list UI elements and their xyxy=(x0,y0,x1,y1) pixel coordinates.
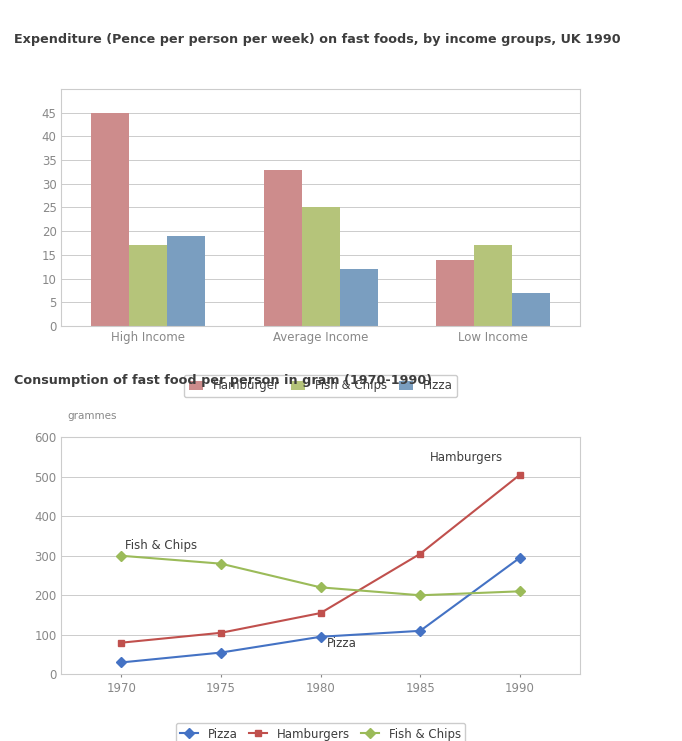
Legend: Hamburger, Fish & Chips, Pizza: Hamburger, Fish & Chips, Pizza xyxy=(184,375,457,397)
Text: Hamburgers: Hamburgers xyxy=(430,451,503,464)
Bar xyxy=(436,259,474,326)
Bar xyxy=(340,269,378,326)
Hamburgers xyxy=(117,638,125,647)
Fish & Chips xyxy=(516,587,524,596)
Line: Fish & Chips: Fish & Chips xyxy=(118,552,523,599)
Pizza xyxy=(416,626,424,635)
Text: grammes: grammes xyxy=(68,411,117,422)
Text: Pizza: Pizza xyxy=(327,637,357,651)
Line: Pizza: Pizza xyxy=(118,554,523,666)
Hamburgers xyxy=(416,549,424,558)
Pizza xyxy=(117,658,125,667)
Bar xyxy=(512,293,550,326)
Hamburgers xyxy=(516,471,524,479)
Fish & Chips xyxy=(416,591,424,599)
Legend: Pizza, Hamburgers, Fish & Chips: Pizza, Hamburgers, Fish & Chips xyxy=(176,723,465,741)
Text: Fish & Chips: Fish & Chips xyxy=(125,539,197,551)
Hamburgers xyxy=(217,628,225,637)
Text: Consumption of fast food per person in gram (1970-1990): Consumption of fast food per person in g… xyxy=(14,374,432,388)
Bar xyxy=(129,245,167,326)
Bar xyxy=(301,207,340,326)
Fish & Chips xyxy=(117,551,125,560)
Line: Hamburgers: Hamburgers xyxy=(118,471,523,646)
Bar xyxy=(263,170,301,326)
Hamburgers xyxy=(316,608,325,617)
Pizza xyxy=(516,554,524,562)
Bar xyxy=(474,245,512,326)
Text: Expenditure (Pence per person per week) on fast foods, by income groups, UK 1990: Expenditure (Pence per person per week) … xyxy=(14,33,620,47)
Bar xyxy=(167,236,205,326)
Bar xyxy=(91,113,129,326)
Fish & Chips xyxy=(316,583,325,592)
Fish & Chips xyxy=(217,559,225,568)
Pizza xyxy=(217,648,225,657)
Pizza xyxy=(316,632,325,641)
